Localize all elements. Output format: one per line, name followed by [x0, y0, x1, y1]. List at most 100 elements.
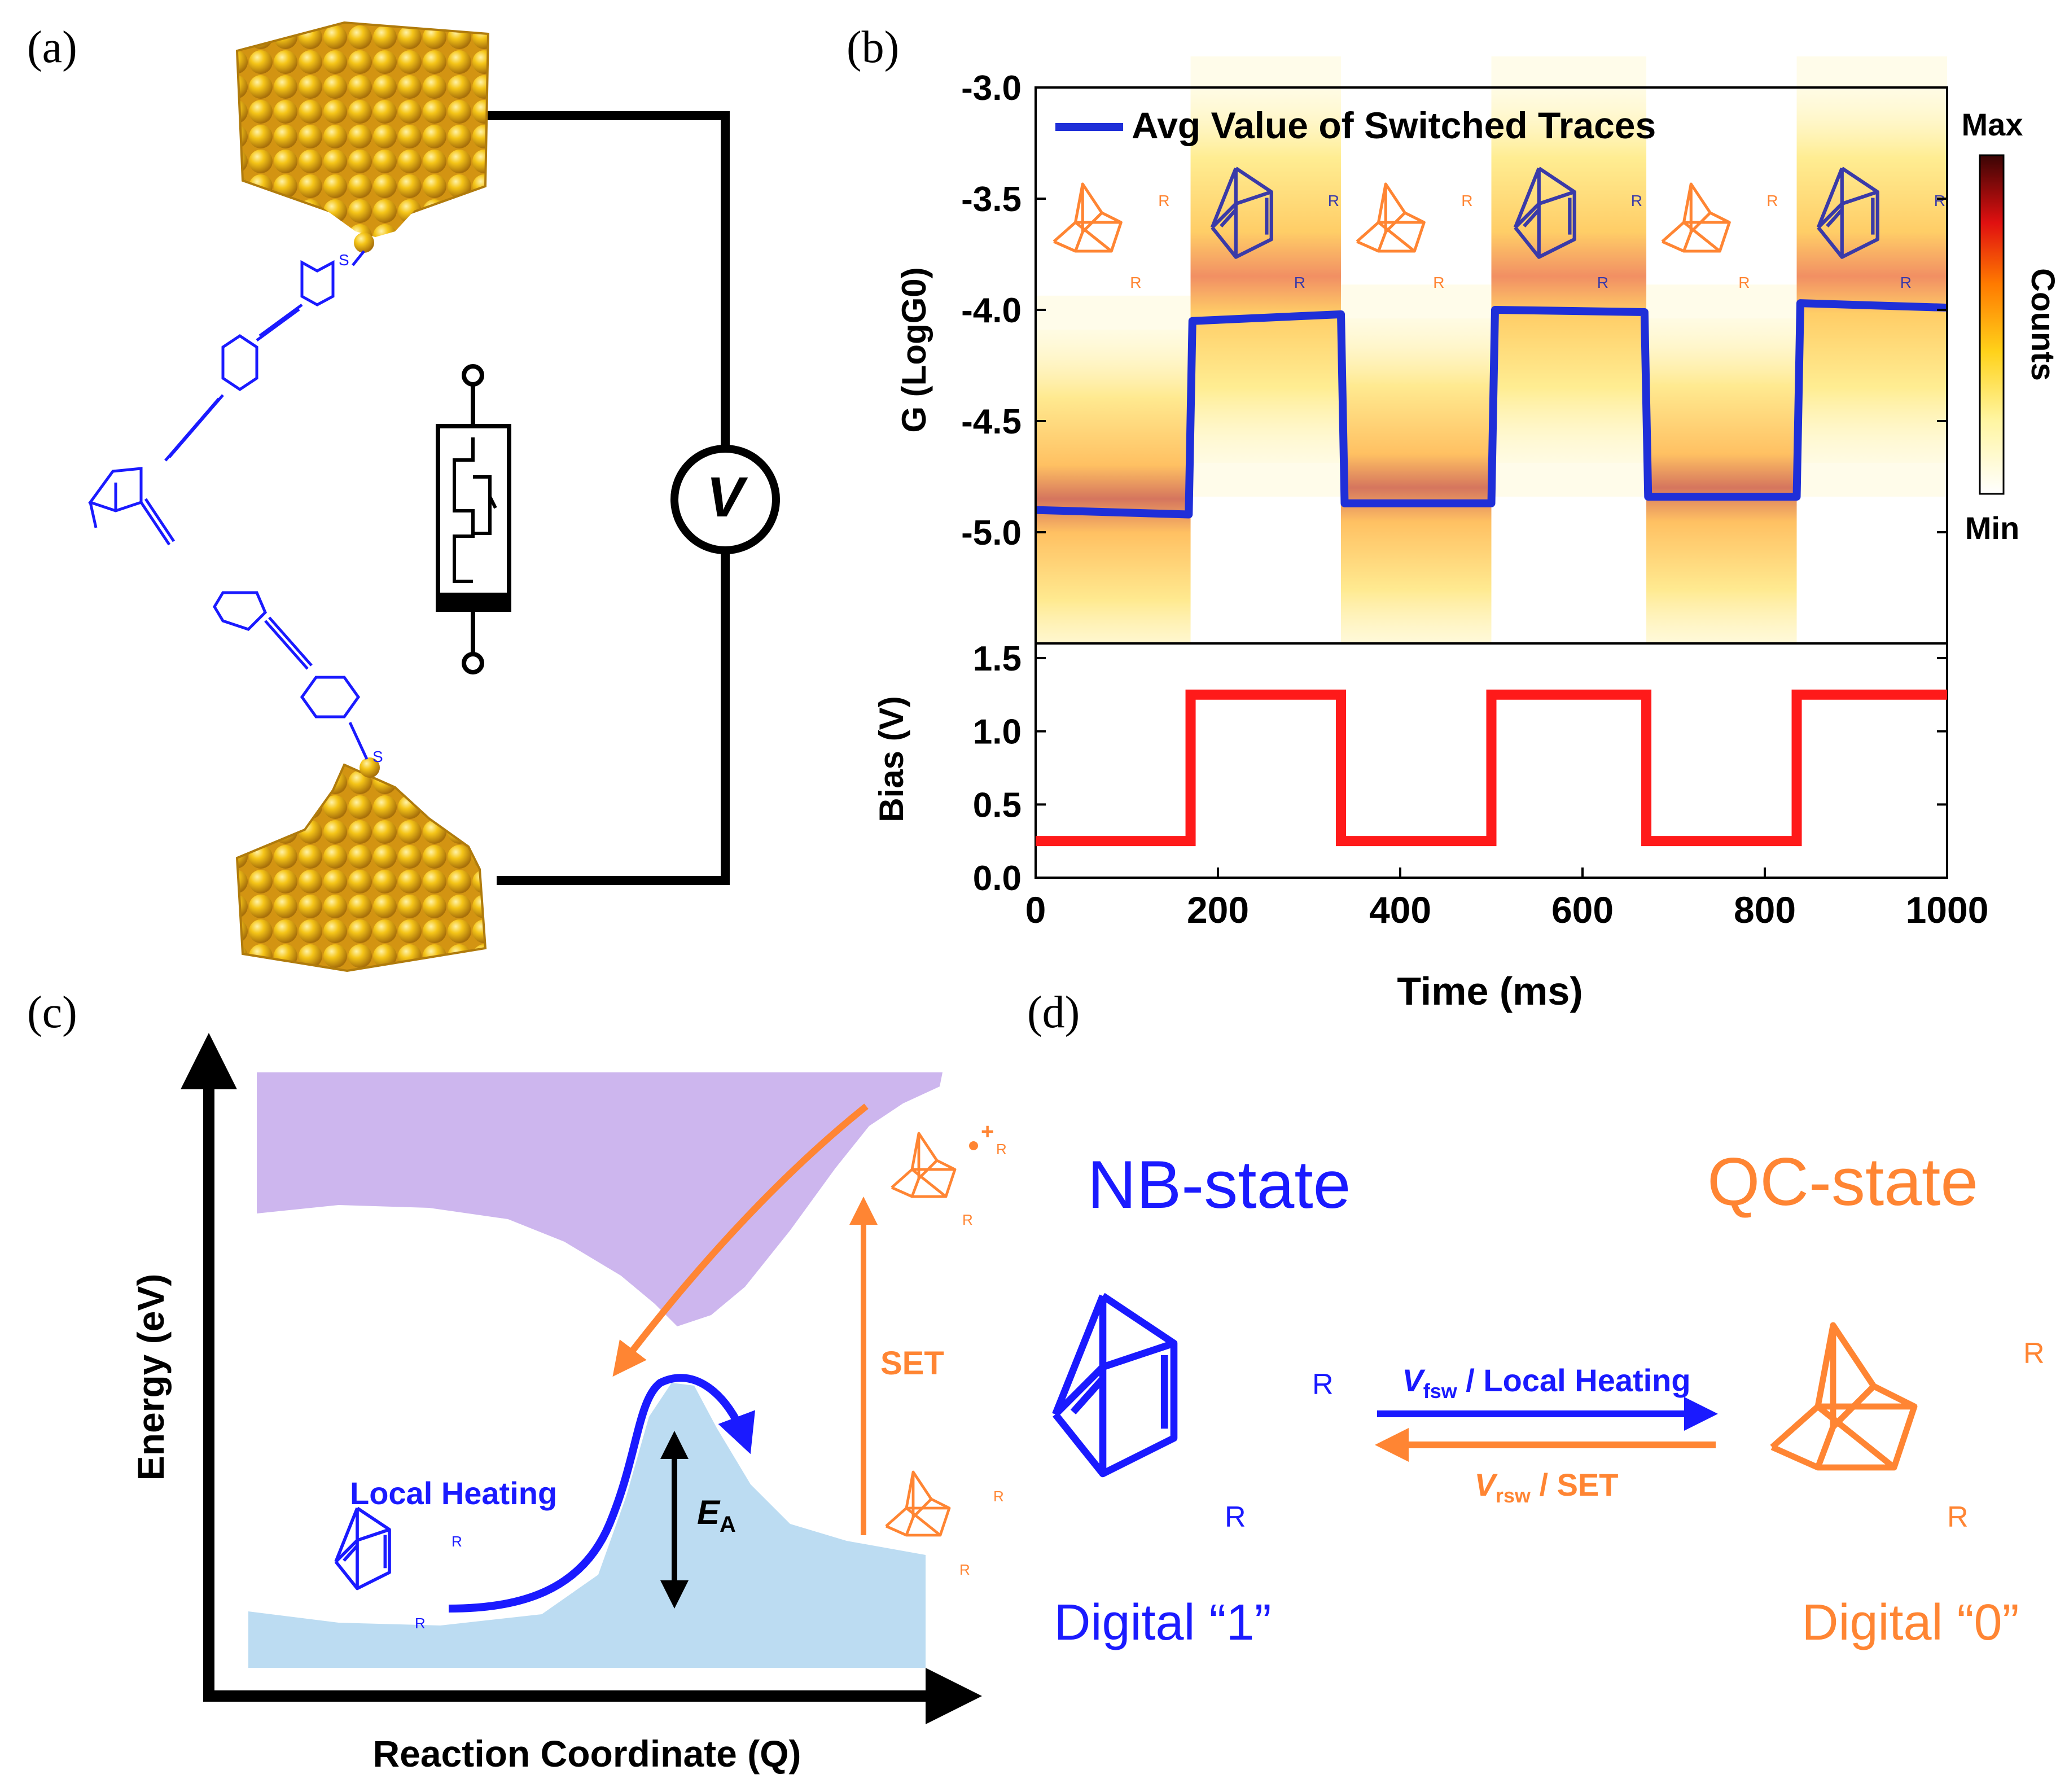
bias-y-ticks: 0.0 0.5 1.0 1.5 — [973, 639, 1947, 898]
bias-xtick-label: 600 — [1551, 889, 1614, 931]
colorbar-label: Counts — [2024, 268, 2061, 381]
energy-axis-label: Energy (eV) — [130, 1274, 172, 1481]
radical-dot — [969, 1141, 978, 1150]
local-heating-label: Local Heating — [350, 1475, 557, 1511]
bias-xtick-label: 400 — [1369, 889, 1431, 931]
heatmap-halo-0 — [1036, 295, 1191, 702]
r-label-b-4-a: R — [1766, 192, 1778, 209]
bottom-gold-electrode — [235, 757, 487, 972]
colorbar-max: Max — [1962, 107, 2023, 142]
r-label-c6: R — [962, 1211, 973, 1228]
qc-state-title: QC-state — [1707, 1144, 1978, 1220]
panel-b: R R R R R R R R R R R R -3.0 -3.5 -4.0 -4.5 -5.0 G (Log… — [873, 56, 2061, 1013]
heatmap-halo-4 — [1646, 284, 1797, 691]
r-label-c4: R — [959, 1561, 970, 1578]
sulfur-top-label: S — [339, 251, 349, 269]
ea-label: EA — [697, 1493, 736, 1537]
heatmap-ytick-label: -5.0 — [961, 514, 1022, 553]
cation-plus: + — [981, 1119, 994, 1144]
r-label-b-3-a: R — [1631, 192, 1642, 209]
bias-xlabel: Time (ms) — [1397, 969, 1583, 1013]
colorbar — [1979, 154, 2005, 495]
heatmap-halo-2 — [1341, 284, 1492, 691]
heatmap-ytick-label: -3.5 — [961, 180, 1022, 219]
heatmap-bands — [1036, 56, 1947, 702]
set-label: SET — [880, 1345, 944, 1382]
bias-xtick-label: 1000 — [1906, 889, 1989, 931]
r-label-b-5-a: R — [1934, 192, 1945, 209]
nb-r-bottom: R — [1225, 1501, 1246, 1534]
r-label-b-5-b: R — [1900, 274, 1912, 291]
heatmap-band-2 — [1341, 318, 1492, 658]
bias-xtick-label: 800 — [1734, 889, 1796, 931]
colorbar-min: Min — [1965, 510, 2019, 546]
switch-symbol — [436, 364, 511, 674]
heatmap-ytick-label: -3.0 — [961, 69, 1022, 108]
heatmap-ytick-label: -4.5 — [961, 402, 1022, 441]
reverse-label: Vrsw / SET — [1475, 1467, 1619, 1507]
heatmap-y-ticks: -3.0 -3.5 -4.0 -4.5 -5.0 — [961, 69, 1947, 553]
r-label-b-1-b: R — [1294, 274, 1305, 291]
sulfur-bottom-label: S — [372, 748, 383, 765]
bias-xtick-label: 0 — [1025, 889, 1046, 931]
heatmap-halo-1 — [1190, 56, 1342, 497]
panel-c-label: (c) — [27, 988, 77, 1037]
r-label-b-0-a: R — [1158, 192, 1169, 209]
panel-b-label: (b) — [847, 23, 899, 72]
excited-surface — [257, 1072, 943, 1326]
bias-line — [1036, 689, 1947, 847]
bias-ytick-label: 0.5 — [973, 786, 1022, 825]
relax-arrow — [612, 1103, 869, 1377]
heating-arrow — [448, 1374, 756, 1613]
heatmap-band-1 — [1190, 90, 1342, 463]
r-label-c3: R — [993, 1488, 1004, 1505]
bias-ytick-label: 0.0 — [973, 859, 1022, 898]
nb-state-title: NB-state — [1088, 1147, 1351, 1223]
bias-ytick-label: 1.0 — [973, 713, 1022, 752]
forward-label: Vfsw / Local Heating — [1402, 1362, 1690, 1403]
heatmap-halo-5 — [1796, 56, 1947, 497]
panel-a-label: (a) — [27, 23, 77, 72]
ground-surface — [248, 1383, 926, 1668]
top-gold-electrode — [235, 21, 490, 253]
qc-molecule-c-high — [892, 1133, 955, 1197]
qc-r-bottom: R — [1947, 1501, 1969, 1534]
r-label-c5: R — [996, 1141, 1007, 1158]
reaction-axis-label: Reaction Coordinate (Q) — [372, 1733, 801, 1775]
heatmap-molecules: R R R R R R R R R R R R — [1054, 168, 1945, 291]
r-label-b-1-a: R — [1328, 192, 1339, 209]
nb-digital-label: Digital “1” — [1054, 1594, 1271, 1651]
r-label-b-2-b: R — [1433, 274, 1444, 291]
heatmap-band-5 — [1796, 90, 1947, 463]
r-label-c1: R — [452, 1533, 462, 1550]
qc-molecule-c-low — [886, 1472, 949, 1535]
r-label-b-0-b: R — [1130, 274, 1141, 291]
nb-r-top: R — [1312, 1368, 1334, 1401]
qc-r-top: R — [2023, 1337, 2045, 1370]
panel-a: V S S — [87, 21, 780, 972]
qc-digital-label: Digital “0” — [1801, 1594, 2019, 1651]
r-label-b-4-b: R — [1738, 274, 1750, 291]
heatmap-band-0 — [1036, 329, 1191, 668]
nb-molecule-c — [336, 1508, 389, 1589]
avg-trace-line — [1035, 299, 1948, 519]
voltmeter — [670, 445, 780, 554]
r-label-b-2-a: R — [1461, 192, 1472, 209]
heatmap-ylabel: G (LogG0) — [895, 267, 933, 432]
panel-d-label: (d) — [1027, 988, 1080, 1037]
bias-x-ticks: 0 200 400 600 800 1000 — [1025, 867, 1989, 931]
heatmap-band-4 — [1646, 318, 1797, 658]
panel-d: NB-state QC-state R R R R Vfsw / Local H… — [1054, 1144, 2045, 1651]
heatmap-halo-3 — [1491, 56, 1647, 497]
r-label-c2: R — [415, 1615, 426, 1632]
heatmap-ytick-label: -4.0 — [961, 291, 1022, 330]
heatmap-band-3 — [1491, 90, 1647, 463]
panel-c: Energy (eV) Reaction Coordinate (Q) SET … — [130, 1033, 1007, 1775]
qc-molecule-d — [1772, 1325, 1914, 1467]
nb-molecule-d — [1055, 1296, 1174, 1474]
voltmeter-label: V — [707, 466, 748, 529]
bias-ylabel: Bias (V) — [873, 696, 910, 822]
molecular-wire — [87, 250, 369, 760]
bias-xtick-label: 200 — [1187, 889, 1249, 931]
